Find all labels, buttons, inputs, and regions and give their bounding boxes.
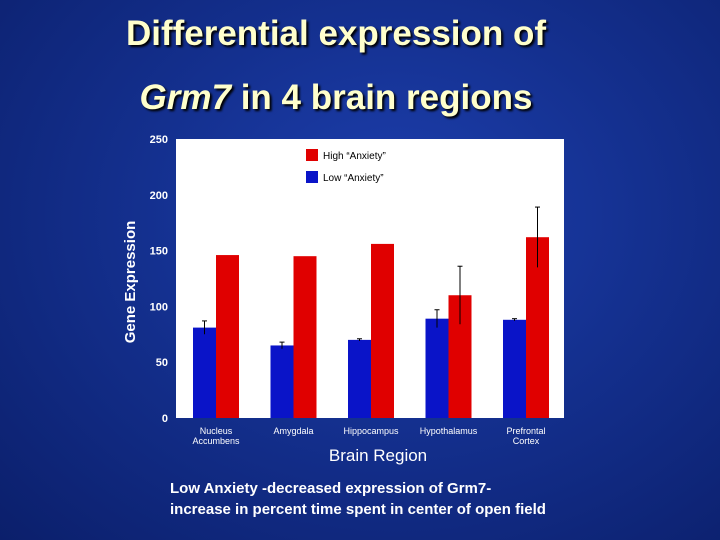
bar-low: [425, 318, 449, 418]
chart-title-line1: Differential expression of: [125, 14, 547, 53]
bar-high: [448, 295, 472, 418]
title-rest: in 4 brain regions: [230, 78, 533, 117]
x-tick-label: Accumbens: [192, 436, 240, 446]
caption-line1: Low Anxiety -decreased expression of Grm…: [170, 480, 492, 497]
bar-low: [348, 339, 371, 418]
x-tick-label: Nucleus: [200, 426, 233, 436]
bar-low: [503, 319, 526, 418]
x-axis-label: Brain Region: [329, 446, 427, 465]
caption-line2: increase in percent time spent in center…: [170, 501, 546, 518]
y-tick-label: 150: [150, 246, 168, 258]
bar-high: [526, 237, 549, 418]
x-tick-label: Amygdala: [273, 426, 313, 436]
legend-swatch: [306, 171, 318, 183]
x-tick-label: Hippocampus: [343, 426, 399, 436]
bar-low: [270, 345, 294, 418]
y-tick-label: 0: [162, 413, 168, 425]
y-tick-label: 200: [150, 190, 168, 202]
legend-label: Low “Anxiety”: [323, 173, 384, 184]
legend-swatch: [306, 149, 318, 161]
bar-high: [216, 255, 239, 418]
bar-high: [293, 256, 317, 418]
y-tick-label: 250: [150, 134, 168, 146]
x-tick-label: Prefrontal: [506, 426, 545, 436]
y-tick-label: 100: [150, 301, 168, 313]
bar-low: [193, 327, 216, 418]
legend-label: High “Anxiety”: [323, 151, 386, 162]
bar-high: [371, 243, 394, 418]
x-tick-label: Cortex: [513, 436, 540, 446]
gene-name: Grm7: [139, 78, 231, 117]
x-tick-label: Hypothalamus: [420, 426, 478, 436]
chart-title-line2: Grm7 in 4 brain regions: [0, 78, 672, 118]
y-axis-label: Gene Expression: [122, 221, 139, 344]
y-tick-label: 50: [156, 357, 168, 369]
caption: Low Anxiety -decreased expression of Grm…: [170, 478, 710, 520]
